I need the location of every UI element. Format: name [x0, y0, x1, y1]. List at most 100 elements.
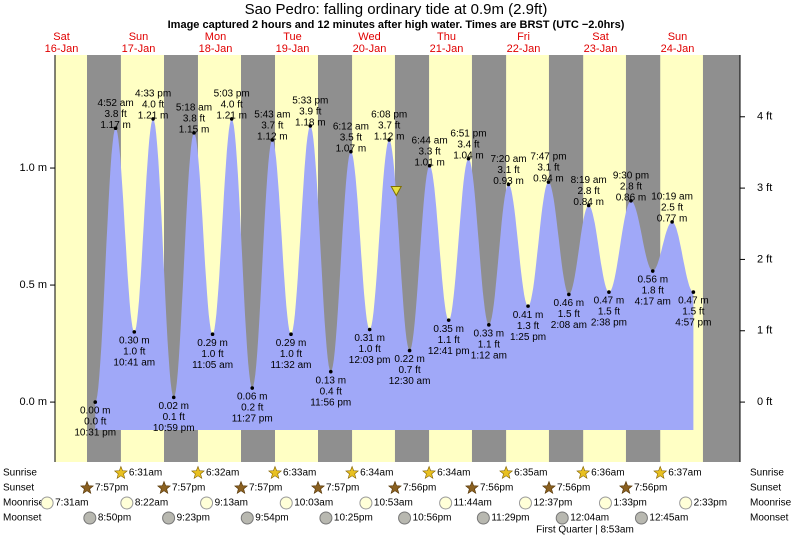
moonset-time: 9:54pm: [255, 513, 288, 524]
tide-label: 11:56 pm: [310, 397, 351, 408]
moonrise-time: 11:44am: [454, 498, 492, 509]
tide-label: 0.02 m: [158, 401, 189, 412]
tide-label: 1.17 m: [100, 120, 131, 131]
moonset-icon: [319, 511, 333, 525]
moonset-icon: [634, 511, 648, 525]
tide-label: 1:12 am: [471, 350, 507, 361]
day-date: 23-Jan: [584, 43, 618, 55]
tide-label: 0.41 m: [513, 310, 544, 321]
tide-label: 0.30 m: [119, 336, 150, 347]
moonset-icon: [162, 511, 176, 525]
moonset-time: 12:45am: [649, 513, 688, 524]
row-label: Sunset: [750, 483, 781, 494]
sunset-icon: [157, 480, 171, 494]
day-name: Sun: [668, 31, 688, 43]
sunset-icon: [542, 480, 556, 494]
tide-area: [95, 118, 694, 431]
tide-label: 3.1 ft: [537, 163, 559, 174]
sunrise-time: 6:34am: [360, 468, 393, 479]
tide-label: 1.5 ft: [558, 309, 580, 320]
sunrise-time: 6:36am: [591, 468, 624, 479]
tide-label: 0.4 ft: [320, 386, 342, 397]
tide-label: 0.00 m: [80, 406, 111, 417]
tide-label: 1.12 m: [257, 132, 288, 143]
y2-tick-label: 4 ft: [757, 111, 772, 123]
moonrise-time: 10:03am: [294, 498, 333, 509]
tide-label: 1.0 ft: [201, 349, 223, 360]
sunset-time: 7:56pm: [557, 483, 590, 494]
sunset-icon: [465, 480, 479, 494]
day-name: Wed: [358, 31, 380, 43]
tide-label: 6:08 pm: [371, 110, 407, 121]
tide-label: 1.1 ft: [438, 335, 460, 346]
moonrise-icon: [200, 496, 214, 510]
row-label: Sunrise: [750, 468, 784, 479]
moonset-icon: [398, 511, 412, 525]
moonset-icon: [555, 511, 569, 525]
moonrise-time: 10:53am: [374, 498, 413, 509]
tide-label: 3.8 ft: [183, 114, 205, 125]
day-date: 19-Jan: [276, 43, 310, 55]
moonset-icon: [83, 511, 97, 525]
tide-label: 1.1 ft: [478, 339, 500, 350]
tide-label: 3.1 ft: [497, 165, 519, 176]
tide-point: [691, 290, 696, 294]
moonset-time: 10:25pm: [334, 513, 373, 524]
tide-point: [526, 304, 530, 308]
tide-label: 0.06 m: [237, 392, 268, 403]
sunset-time: 7:57pm: [326, 483, 359, 494]
sunrise-icon: [422, 465, 436, 479]
tide-label: 2.8 ft: [578, 186, 600, 197]
tide-label: 2:08 am: [551, 320, 587, 331]
tide-label: 4.0 ft: [142, 100, 164, 111]
sunset-time: 7:56pm: [403, 483, 436, 494]
tide-label: 8:19 am: [571, 175, 607, 186]
row-label: Sunset: [3, 483, 34, 494]
tide-label: 0.84 m: [573, 197, 604, 208]
tide-label: 1:25 pm: [510, 332, 546, 343]
sunrise-time: 6:31am: [129, 468, 162, 479]
moonset-time: 12:04am: [570, 513, 609, 524]
tide-label: 4:52 am: [98, 98, 134, 109]
tide-label: 10:31 pm: [74, 428, 116, 439]
tide-label: 5:33 pm: [292, 96, 328, 107]
tide-point: [607, 290, 611, 294]
moonrise-time: 1:33pm: [613, 498, 646, 509]
sunset-icon: [388, 480, 402, 494]
tide-label: 5:03 pm: [214, 89, 250, 100]
tide-point: [349, 149, 353, 154]
day-name: Sun: [129, 31, 149, 43]
tide-label: 0.22 m: [394, 354, 425, 365]
sunset-time: 7:57pm: [172, 483, 205, 494]
row-label: Sunrise: [3, 468, 37, 479]
tide-label: 0.94 m: [533, 174, 564, 185]
tide-label: 0.35 m: [433, 324, 464, 335]
row-label: Moonset: [750, 513, 789, 524]
moonset-time: 10:56pm: [413, 513, 452, 524]
tide-label: 1.8 ft: [642, 286, 664, 297]
y2-tick-label: 2 ft: [757, 253, 772, 265]
sunset-time: 7:56pm: [480, 483, 513, 494]
moonrise-icon: [679, 496, 693, 510]
tide-point: [270, 138, 275, 142]
moonrise-icon: [518, 496, 532, 510]
moonrise-icon: [439, 496, 453, 510]
day-date: 16-Jan: [45, 43, 79, 55]
tide-label: 2.8 ft: [620, 181, 642, 192]
tide-label: 10:19 am: [651, 192, 693, 203]
sunrise-time: 6:37am: [668, 468, 701, 479]
tide-label: 12:41 pm: [428, 346, 470, 357]
tide-label: 1.21 m: [138, 111, 169, 122]
tide-label: 0.47 m: [594, 296, 625, 307]
moonrise-time: 7:31am: [55, 498, 88, 509]
tide-label: 11:05 am: [192, 360, 233, 371]
sunset-icon: [234, 480, 248, 494]
tide-label: 4:33 pm: [135, 89, 171, 100]
tide-point: [446, 318, 451, 322]
moonrise-icon: [598, 496, 612, 510]
sunset-time: 7:57pm: [249, 483, 282, 494]
sunrise-icon: [345, 465, 359, 479]
tide-label: 3.7 ft: [261, 121, 283, 132]
tide-label: 4.0 ft: [221, 100, 243, 111]
